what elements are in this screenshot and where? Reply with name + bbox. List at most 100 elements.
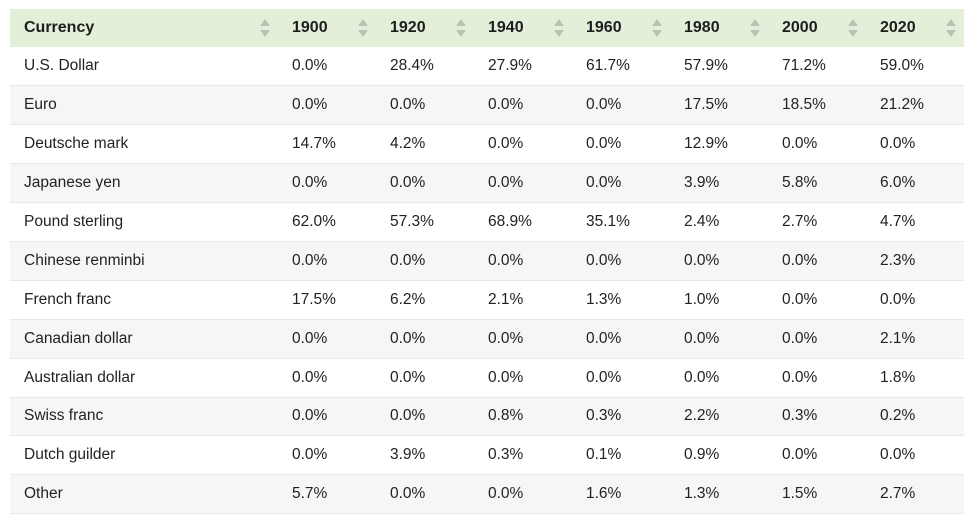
table-row: Canadian dollar 0.0% 0.0% 0.0% 0.0% 0.0% 0.0% 2… bbox=[10, 319, 964, 359]
share-value-cell: 0.0% bbox=[488, 251, 524, 269]
share-value-cell: 2.7% bbox=[782, 213, 818, 230]
table-row: Japanese yen 0.0% 0.0% 0.0% 0.0% 3.9% 5.8% 6.0% bbox=[10, 163, 964, 203]
currency-name-cell: French franc bbox=[24, 290, 112, 308]
share-value-cell: 4.2% bbox=[390, 135, 426, 153]
share-value-cell: 0.0% bbox=[292, 368, 328, 386]
column-header-label: Currency bbox=[24, 19, 95, 36]
currency-name-cell: Deutsche mark bbox=[24, 135, 129, 153]
share-value-cell: 12.9% bbox=[684, 135, 728, 153]
share-value-cell: 6.2% bbox=[390, 290, 426, 308]
share-value-cell: 0.0% bbox=[292, 446, 328, 464]
sort-arrows-icon[interactable] bbox=[456, 16, 466, 40]
share-value-cell: 0.0% bbox=[292, 329, 328, 347]
sort-descending-icon bbox=[750, 30, 760, 37]
share-value-cell: 0.0% bbox=[292, 174, 328, 192]
table-row: U.S. Dollar 0.0% 28.4% 27.9% 61.7% 57.9% 71.2%… bbox=[10, 47, 964, 86]
column-header-1960[interactable]: 1960 bbox=[572, 9, 670, 47]
sort-arrows-icon[interactable] bbox=[260, 16, 270, 40]
table-row: Euro 0.0% 0.0% 0.0% 0.0% 17.5% 18.5% 21.2% bbox=[10, 85, 964, 125]
share-value-cell: 0.0% bbox=[390, 407, 426, 425]
column-header-label: 1940 bbox=[488, 19, 524, 36]
share-value-cell: 0.0% bbox=[684, 329, 720, 347]
share-value-cell: 0.8% bbox=[488, 407, 524, 425]
share-value-cell: 1.5% bbox=[782, 485, 818, 503]
sort-arrows-icon[interactable] bbox=[652, 16, 662, 40]
table-body: U.S. Dollar 0.0% 28.4% 27.9% 61.7% 57.9% 71.2%… bbox=[10, 47, 964, 514]
sort-ascending-icon bbox=[750, 19, 760, 26]
share-value-cell: 2.3% bbox=[880, 251, 916, 269]
share-value-cell: 0.0% bbox=[390, 251, 426, 269]
share-value-cell: 57.3% bbox=[390, 213, 434, 230]
sort-arrows-icon[interactable] bbox=[946, 16, 956, 40]
currency-name-cell: Australian dollar bbox=[24, 368, 136, 386]
share-value-cell: 18.5% bbox=[782, 96, 826, 114]
table-row: Deutsche mark 14.7% 4.2% 0.0% 0.0% 12.9% 0.0% 0… bbox=[10, 125, 964, 164]
share-value-cell: 21.2% bbox=[880, 96, 924, 114]
share-value-cell: 0.0% bbox=[586, 329, 622, 347]
share-value-cell: 0.3% bbox=[782, 407, 818, 425]
currency-name-cell: Canadian dollar bbox=[24, 329, 133, 347]
sort-descending-icon bbox=[848, 30, 858, 37]
sort-ascending-icon bbox=[848, 19, 858, 26]
sort-ascending-icon bbox=[456, 19, 466, 26]
share-value-cell: 0.0% bbox=[684, 368, 720, 386]
sort-descending-icon bbox=[456, 30, 466, 37]
column-header-currency[interactable]: Currency bbox=[10, 9, 278, 47]
share-value-cell: 0.0% bbox=[880, 290, 916, 308]
sort-descending-icon bbox=[358, 30, 368, 37]
share-value-cell: 1.3% bbox=[586, 290, 622, 308]
table-row: Swiss franc 0.0% 0.0% 0.8% 0.3% 2.2% 0.3% 0.2% bbox=[10, 397, 964, 436]
column-header-2000[interactable]: 2000 bbox=[768, 9, 866, 47]
share-value-cell: 0.0% bbox=[880, 135, 916, 153]
share-value-cell: 59.0% bbox=[880, 57, 924, 75]
column-header-label: 2000 bbox=[782, 19, 818, 36]
column-header-1900[interactable]: 1900 bbox=[278, 9, 376, 47]
share-value-cell: 0.0% bbox=[292, 407, 328, 425]
share-value-cell: 0.0% bbox=[292, 57, 328, 75]
currency-name-cell: Japanese yen bbox=[24, 174, 121, 192]
share-value-cell: 0.2% bbox=[880, 407, 916, 425]
currency-name-cell: Other bbox=[24, 485, 63, 503]
sort-descending-icon bbox=[946, 30, 956, 37]
currency-table-container: Currency 1900 1920 1940 1960 1980 2000 2020 U.S… bbox=[10, 9, 964, 514]
share-value-cell: 5.7% bbox=[292, 485, 328, 503]
share-value-cell: 14.7% bbox=[292, 135, 336, 153]
sort-arrows-icon[interactable] bbox=[554, 16, 564, 40]
share-value-cell: 0.0% bbox=[390, 174, 426, 192]
sort-descending-icon bbox=[554, 30, 564, 37]
table-row: Chinese renminbi 0.0% 0.0% 0.0% 0.0% 0.0% 0.0%… bbox=[10, 241, 964, 281]
share-value-cell: 0.0% bbox=[586, 174, 622, 192]
table-row: Australian dollar 0.0% 0.0% 0.0% 0.0% 0.0% 0.0… bbox=[10, 358, 964, 398]
column-header-1980[interactable]: 1980 bbox=[670, 9, 768, 47]
share-value-cell: 0.0% bbox=[880, 446, 916, 464]
share-value-cell: 0.0% bbox=[586, 251, 622, 269]
share-value-cell: 0.1% bbox=[586, 446, 622, 464]
sort-arrows-icon[interactable] bbox=[750, 16, 760, 40]
share-value-cell: 0.0% bbox=[782, 290, 818, 308]
currency-name-cell: Euro bbox=[24, 96, 57, 114]
share-value-cell: 0.0% bbox=[488, 368, 524, 386]
currency-name-cell: Dutch guilder bbox=[24, 446, 116, 464]
column-header-label: 1920 bbox=[390, 19, 426, 36]
share-value-cell: 1.8% bbox=[880, 368, 916, 386]
share-value-cell: 17.5% bbox=[292, 290, 336, 308]
share-value-cell: 0.3% bbox=[586, 407, 622, 425]
share-value-cell: 0.0% bbox=[782, 135, 818, 153]
share-value-cell: 0.0% bbox=[782, 368, 818, 386]
column-header-2020[interactable]: 2020 bbox=[866, 9, 964, 47]
share-value-cell: 61.7% bbox=[586, 57, 630, 75]
share-value-cell: 0.0% bbox=[488, 96, 524, 114]
column-header-label: 1960 bbox=[586, 19, 622, 36]
column-header-1920[interactable]: 1920 bbox=[376, 9, 474, 47]
table-row: Other 5.7% 0.0% 0.0% 1.6% 1.3% 1.5% 2.7% bbox=[10, 474, 964, 514]
sort-arrows-icon[interactable] bbox=[358, 16, 368, 40]
sort-arrows-icon[interactable] bbox=[848, 16, 858, 40]
share-value-cell: 0.0% bbox=[390, 329, 426, 347]
currency-name-cell: Chinese renminbi bbox=[24, 251, 145, 269]
share-value-cell: 5.8% bbox=[782, 174, 818, 192]
table-row: Pound sterling 62.0% 57.3% 68.9% 35.1% 2.4% 2.… bbox=[10, 203, 964, 242]
column-header-1940[interactable]: 1940 bbox=[474, 9, 572, 47]
share-value-cell: 1.3% bbox=[684, 485, 720, 503]
share-value-cell: 0.0% bbox=[782, 329, 818, 347]
share-value-cell: 2.1% bbox=[880, 329, 916, 347]
